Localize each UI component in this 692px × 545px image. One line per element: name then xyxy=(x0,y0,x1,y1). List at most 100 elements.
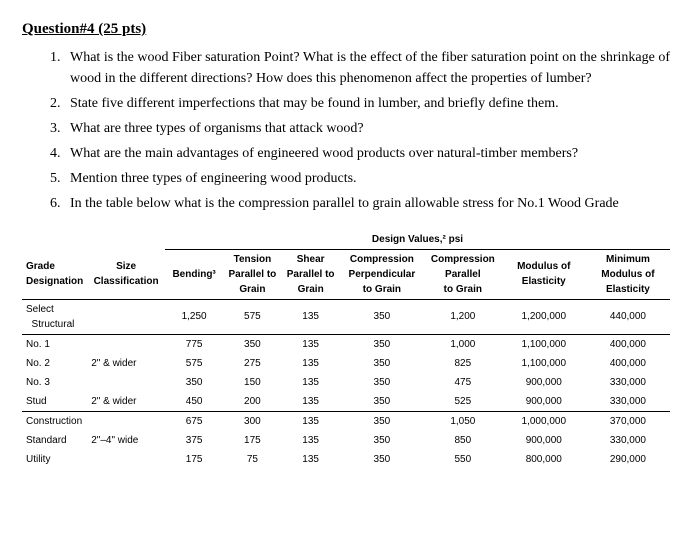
cell: 135 xyxy=(282,431,340,450)
cell: 2" & wider xyxy=(87,392,165,412)
cell: 135 xyxy=(282,354,340,373)
cell: 2" & wider xyxy=(87,354,165,373)
cell: 350 xyxy=(340,392,424,412)
cell: 330,000 xyxy=(586,373,670,392)
cell: 550 xyxy=(424,450,502,469)
cell: 350 xyxy=(340,373,424,392)
design-values-table: Design Values,² psi GradeDesignation Siz… xyxy=(22,226,670,469)
cell: 525 xyxy=(424,392,502,412)
cell: 825 xyxy=(424,354,502,373)
cell: 1,000 xyxy=(424,334,502,354)
cell-grade: Select Structural xyxy=(22,299,87,334)
cell: 350 xyxy=(223,334,281,354)
cell: 135 xyxy=(282,334,340,354)
cell: 575 xyxy=(223,299,281,334)
cell xyxy=(87,411,165,431)
cell: 375 xyxy=(165,431,223,450)
cell: 275 xyxy=(223,354,281,373)
col-shear: ShearParallel toGrain xyxy=(282,249,340,299)
cell: 1,100,000 xyxy=(502,354,586,373)
cell: 175 xyxy=(223,431,281,450)
cell: 675 xyxy=(165,411,223,431)
col-bending: Bending³ xyxy=(165,249,223,299)
cell: 150 xyxy=(223,373,281,392)
question-heading: Question#4 (25 pts) xyxy=(22,18,670,41)
cell xyxy=(87,450,165,469)
col-comp-perp: CompressionPerpendicularto Grain xyxy=(340,249,424,299)
cell: 175 xyxy=(165,450,223,469)
cell: 290,000 xyxy=(586,450,670,469)
col-grade: GradeDesignation xyxy=(22,249,87,299)
cell: 350 xyxy=(340,299,424,334)
cell-grade: Standard xyxy=(22,431,87,450)
cell: 75 xyxy=(223,450,281,469)
table-row: No. 17753501353501,0001,100,000400,000 xyxy=(22,334,670,354)
col-moe: Modulus ofElasticity xyxy=(502,249,586,299)
cell: 135 xyxy=(282,373,340,392)
cell-grade: Stud xyxy=(22,392,87,412)
cell: 350 xyxy=(340,431,424,450)
table-row: Select Structural 1,2505751353501,2001,20… xyxy=(22,299,670,334)
cell: 135 xyxy=(282,392,340,412)
question-item: Mention three types of engineering wood … xyxy=(64,168,670,189)
cell: 330,000 xyxy=(586,431,670,450)
cell: 350 xyxy=(340,450,424,469)
table-row: Stud2" & wider450200135350525900,000330,… xyxy=(22,392,670,412)
col-tension: TensionParallel toGrain xyxy=(223,249,281,299)
cell: 330,000 xyxy=(586,392,670,412)
cell: 900,000 xyxy=(502,431,586,450)
question-list: What is the wood Fiber saturation Point?… xyxy=(22,47,670,214)
cell-grade: No. 1 xyxy=(22,334,87,354)
super-header-label: Design Values,² psi xyxy=(165,226,670,250)
cell xyxy=(87,334,165,354)
table-row: No. 3350150135350475900,000330,000 xyxy=(22,373,670,392)
cell: 1,050 xyxy=(424,411,502,431)
table-header-row: GradeDesignation SizeClassification Bend… xyxy=(22,249,670,299)
cell: 135 xyxy=(282,450,340,469)
cell: 1,000,000 xyxy=(502,411,586,431)
cell: 135 xyxy=(282,411,340,431)
question-item: State five different imperfections that … xyxy=(64,93,670,114)
table-row: Standard2"–4" wide375175135350850900,000… xyxy=(22,431,670,450)
cell: 370,000 xyxy=(586,411,670,431)
cell xyxy=(87,299,165,334)
cell: 1,250 xyxy=(165,299,223,334)
table-row: Construction 6753001353501,0501,000,00037… xyxy=(22,411,670,431)
cell-grade: Utility xyxy=(22,450,87,469)
col-size: SizeClassification xyxy=(87,249,165,299)
cell: 850 xyxy=(424,431,502,450)
cell: 800,000 xyxy=(502,450,586,469)
col-min-moe: MinimumModulus ofElasticity xyxy=(586,249,670,299)
table-super-header: Design Values,² psi xyxy=(22,226,670,250)
col-comp-par: CompressionParallelto Grain xyxy=(424,249,502,299)
cell-grade: Construction xyxy=(22,411,87,431)
cell: 2"–4" wide xyxy=(87,431,165,450)
cell: 440,000 xyxy=(586,299,670,334)
cell: 350 xyxy=(340,411,424,431)
cell: 1,200 xyxy=(424,299,502,334)
table-row: Utility 17575135350550800,000290,000 xyxy=(22,450,670,469)
cell: 300 xyxy=(223,411,281,431)
cell-grade: No. 3 xyxy=(22,373,87,392)
table-row: No. 22" & wider5752751353508251,100,0004… xyxy=(22,354,670,373)
cell: 775 xyxy=(165,334,223,354)
cell: 400,000 xyxy=(586,334,670,354)
question-item: In the table below what is the compressi… xyxy=(64,193,670,214)
cell: 350 xyxy=(165,373,223,392)
design-values-table-wrap: Design Values,² psi GradeDesignation Siz… xyxy=(22,226,670,469)
question-item: What is the wood Fiber saturation Point?… xyxy=(64,47,670,89)
cell: 450 xyxy=(165,392,223,412)
cell: 400,000 xyxy=(586,354,670,373)
cell: 350 xyxy=(340,334,424,354)
cell: 1,200,000 xyxy=(502,299,586,334)
question-item: What are three types of organisms that a… xyxy=(64,118,670,139)
cell xyxy=(87,373,165,392)
cell: 475 xyxy=(424,373,502,392)
cell: 135 xyxy=(282,299,340,334)
cell-grade: No. 2 xyxy=(22,354,87,373)
cell: 900,000 xyxy=(502,392,586,412)
cell: 900,000 xyxy=(502,373,586,392)
cell: 200 xyxy=(223,392,281,412)
question-item: What are the main advantages of engineer… xyxy=(64,143,670,164)
cell: 575 xyxy=(165,354,223,373)
